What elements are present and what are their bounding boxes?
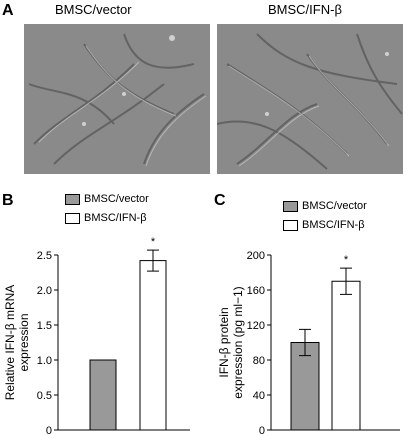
significance-marker: * [151, 236, 156, 248]
y-tick-label: 1.0 [37, 355, 52, 367]
legend-label-vector: BMSC/vector [84, 193, 149, 205]
y-tick-label: 80 [253, 355, 265, 367]
micrograph-vector [24, 24, 210, 174]
legend-item-vector-c: BMSC/vector [283, 200, 367, 212]
y-tick-label: 120 [247, 320, 265, 332]
legend-swatch-ifn [283, 219, 298, 231]
legend-item-ifn-c: BMSC/IFN-β [283, 219, 365, 231]
bar-vector [290, 342, 320, 431]
significance-marker: * [344, 254, 349, 266]
y-axis-label-line1: IFN-β protein [217, 307, 231, 377]
micrograph-title-vector: BMSC/vector [55, 2, 132, 17]
y-tick-label: 0 [259, 425, 265, 436]
y-tick-label: 2.5 [37, 250, 52, 262]
bar-ifn [331, 280, 361, 431]
y-axis-label-line1: Relative IFN-β mRNA [3, 285, 17, 401]
micrograph-ifn [217, 24, 403, 174]
panel-label-a: A [2, 2, 14, 19]
y-tick-label: 0 [46, 425, 52, 436]
legend-swatch-vector [283, 200, 298, 212]
y-tick-label: 160 [247, 285, 265, 297]
legend-label-ifn: BMSC/IFN-β [84, 212, 147, 224]
legend-label-ifn: BMSC/IFN-β [302, 219, 365, 231]
legend-swatch-vector [65, 193, 80, 205]
bar-vector [89, 359, 117, 431]
y-tick-label: 0.5 [37, 390, 52, 402]
panel-label-c: C [214, 192, 226, 209]
legend-item-vector-b: BMSC/vector [65, 193, 149, 205]
legend-swatch-ifn [65, 212, 80, 224]
legend-item-ifn-b: BMSC/IFN-β [65, 212, 147, 224]
y-tick-label: 1.5 [37, 320, 52, 332]
y-axis-label-line2: expression [17, 313, 31, 371]
bar-ifn [139, 260, 167, 431]
y-axis-label-line2: expression (pg ml−1) [231, 286, 245, 398]
micrograph-title-ifn: BMSC/IFN-β [268, 2, 342, 17]
y-tick-label: 200 [247, 250, 265, 262]
legend-label-vector: BMSC/vector [302, 200, 367, 212]
panel-label-b: B [2, 192, 14, 209]
y-tick-label: 2.0 [37, 285, 52, 297]
y-tick-label: 40 [253, 390, 265, 402]
